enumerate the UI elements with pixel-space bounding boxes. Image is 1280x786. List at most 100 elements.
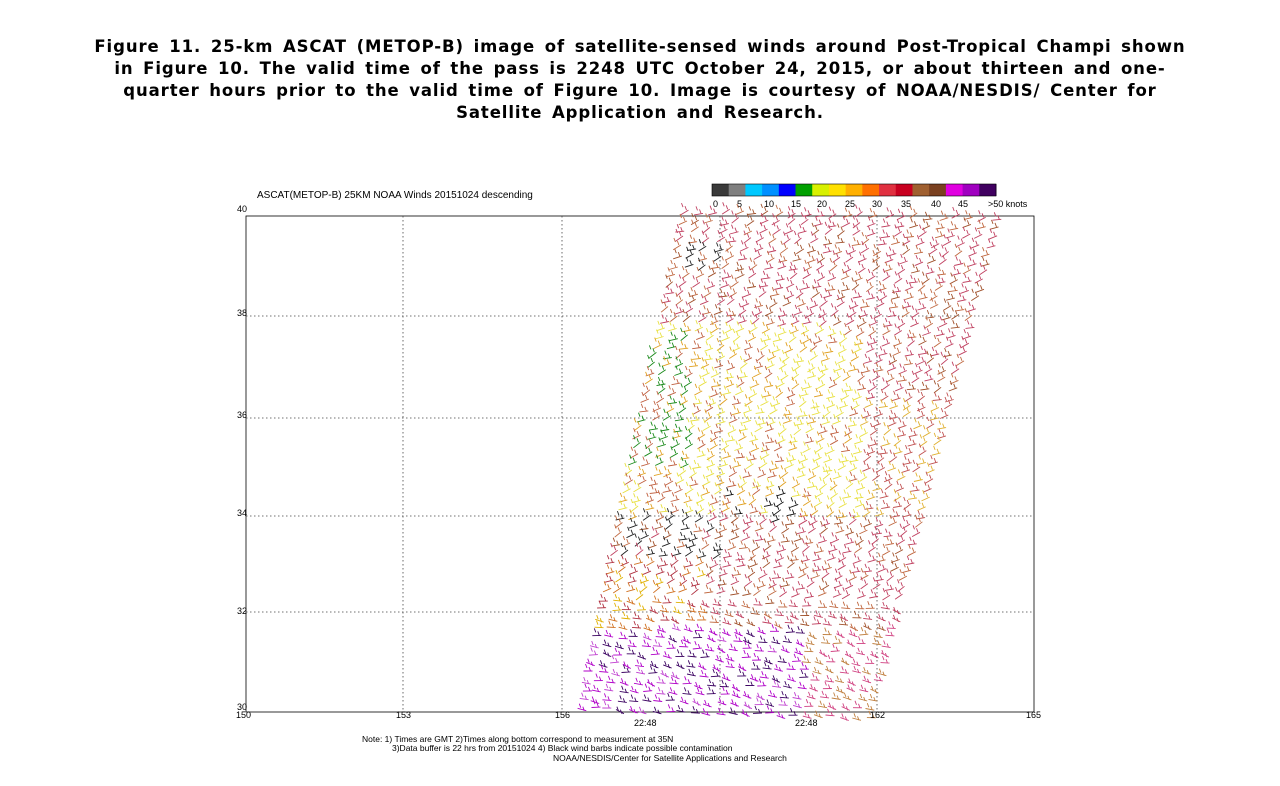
wind-barb — [814, 543, 824, 554]
wind-barb — [764, 421, 774, 433]
wind-barb — [806, 574, 815, 588]
wind-barb — [741, 529, 751, 541]
wind-barb — [636, 666, 646, 675]
wind-barb — [828, 334, 838, 344]
wind-barb — [918, 443, 927, 456]
wind-barb — [919, 345, 929, 355]
wind-barb — [792, 692, 802, 700]
wind-barb — [617, 695, 627, 703]
wind-barb — [669, 331, 678, 342]
legend-swatch — [862, 184, 880, 196]
wind-barb — [954, 256, 964, 266]
wind-barb — [822, 627, 832, 636]
wind-barb — [849, 623, 859, 632]
wind-barb — [893, 433, 902, 447]
time-label-right: 22:48 — [795, 718, 818, 728]
wind-barb — [665, 274, 673, 288]
wind-barb — [668, 687, 678, 695]
wind-barb — [866, 710, 876, 719]
wind-barb — [911, 525, 921, 537]
wind-barb — [769, 402, 778, 415]
wind-barb — [621, 664, 631, 673]
wind-barb — [863, 612, 873, 620]
wind-barb — [760, 338, 769, 351]
wind-barb — [592, 628, 602, 637]
wind-barb — [917, 455, 927, 466]
wind-barb — [866, 489, 876, 501]
wind-barb — [905, 555, 915, 566]
wind-barb — [778, 357, 787, 370]
wind-barb — [840, 657, 850, 666]
wind-barb — [818, 700, 828, 709]
wind-barb — [774, 608, 784, 617]
wind-barb — [777, 432, 786, 444]
wind-barb — [664, 473, 674, 486]
wind-barb — [866, 290, 876, 300]
wind-barb — [861, 231, 870, 245]
wind-barb — [669, 308, 678, 322]
wind-barb — [742, 468, 752, 478]
wind-barb — [718, 288, 728, 298]
wind-barb — [892, 344, 901, 357]
lat-tick-label: 36 — [237, 410, 247, 420]
wind-barb — [896, 532, 906, 545]
wind-barb — [684, 257, 694, 268]
wind-barb — [759, 566, 768, 579]
wind-barb — [811, 458, 821, 471]
wind-barb — [747, 451, 757, 461]
wind-barb — [887, 415, 897, 427]
wind-barb — [882, 268, 891, 282]
wind-barb — [700, 649, 710, 658]
wind-barb — [937, 363, 946, 375]
wind-barb — [891, 390, 901, 402]
wind-barb — [694, 206, 704, 216]
wind-barb — [787, 674, 796, 682]
wind-barb — [684, 544, 693, 557]
wind-barb — [798, 394, 807, 408]
wind-barb — [872, 468, 880, 481]
wind-barb — [886, 370, 895, 383]
wind-barb — [687, 418, 695, 432]
wind-barb — [678, 581, 688, 593]
wind-barb — [901, 462, 911, 474]
wind-barb — [716, 229, 726, 243]
wind-barb — [841, 601, 851, 610]
wind-barb — [848, 305, 857, 318]
wind-barb — [763, 611, 773, 619]
wind-barb — [800, 212, 809, 225]
wind-barb — [644, 371, 653, 385]
wind-barb — [852, 223, 861, 236]
wind-barb — [730, 699, 739, 707]
wind-barb — [725, 376, 735, 388]
wind-barb — [759, 511, 767, 525]
wind-barb — [929, 297, 939, 309]
wind-barb — [826, 282, 836, 292]
wind-barb — [602, 693, 612, 701]
wind-barb — [725, 248, 735, 261]
wind-barb — [688, 234, 698, 244]
wind-barb — [878, 346, 888, 356]
wind-barb — [769, 295, 778, 308]
wind-barb — [780, 240, 789, 254]
wind-barb — [956, 353, 965, 366]
wind-barb — [579, 692, 589, 701]
wind-barb — [918, 290, 928, 300]
wind-barb — [857, 381, 866, 391]
wind-barb — [864, 500, 874, 510]
wind-barb — [912, 459, 921, 473]
wind-barb — [656, 390, 665, 404]
wind-barb — [654, 329, 664, 340]
wind-barb — [754, 520, 764, 532]
wind-barb — [615, 510, 625, 521]
wind-barb — [642, 632, 652, 641]
wind-barb — [719, 679, 729, 688]
wind-barb — [692, 698, 701, 706]
wind-barb — [876, 552, 886, 563]
wind-barb — [832, 314, 842, 326]
wind-barb — [802, 331, 811, 344]
wind-barb — [640, 573, 649, 584]
wind-barb — [668, 457, 678, 467]
wind-barb — [931, 445, 941, 456]
lat-tick-label: 40 — [237, 204, 247, 214]
wind-barb — [697, 662, 707, 671]
